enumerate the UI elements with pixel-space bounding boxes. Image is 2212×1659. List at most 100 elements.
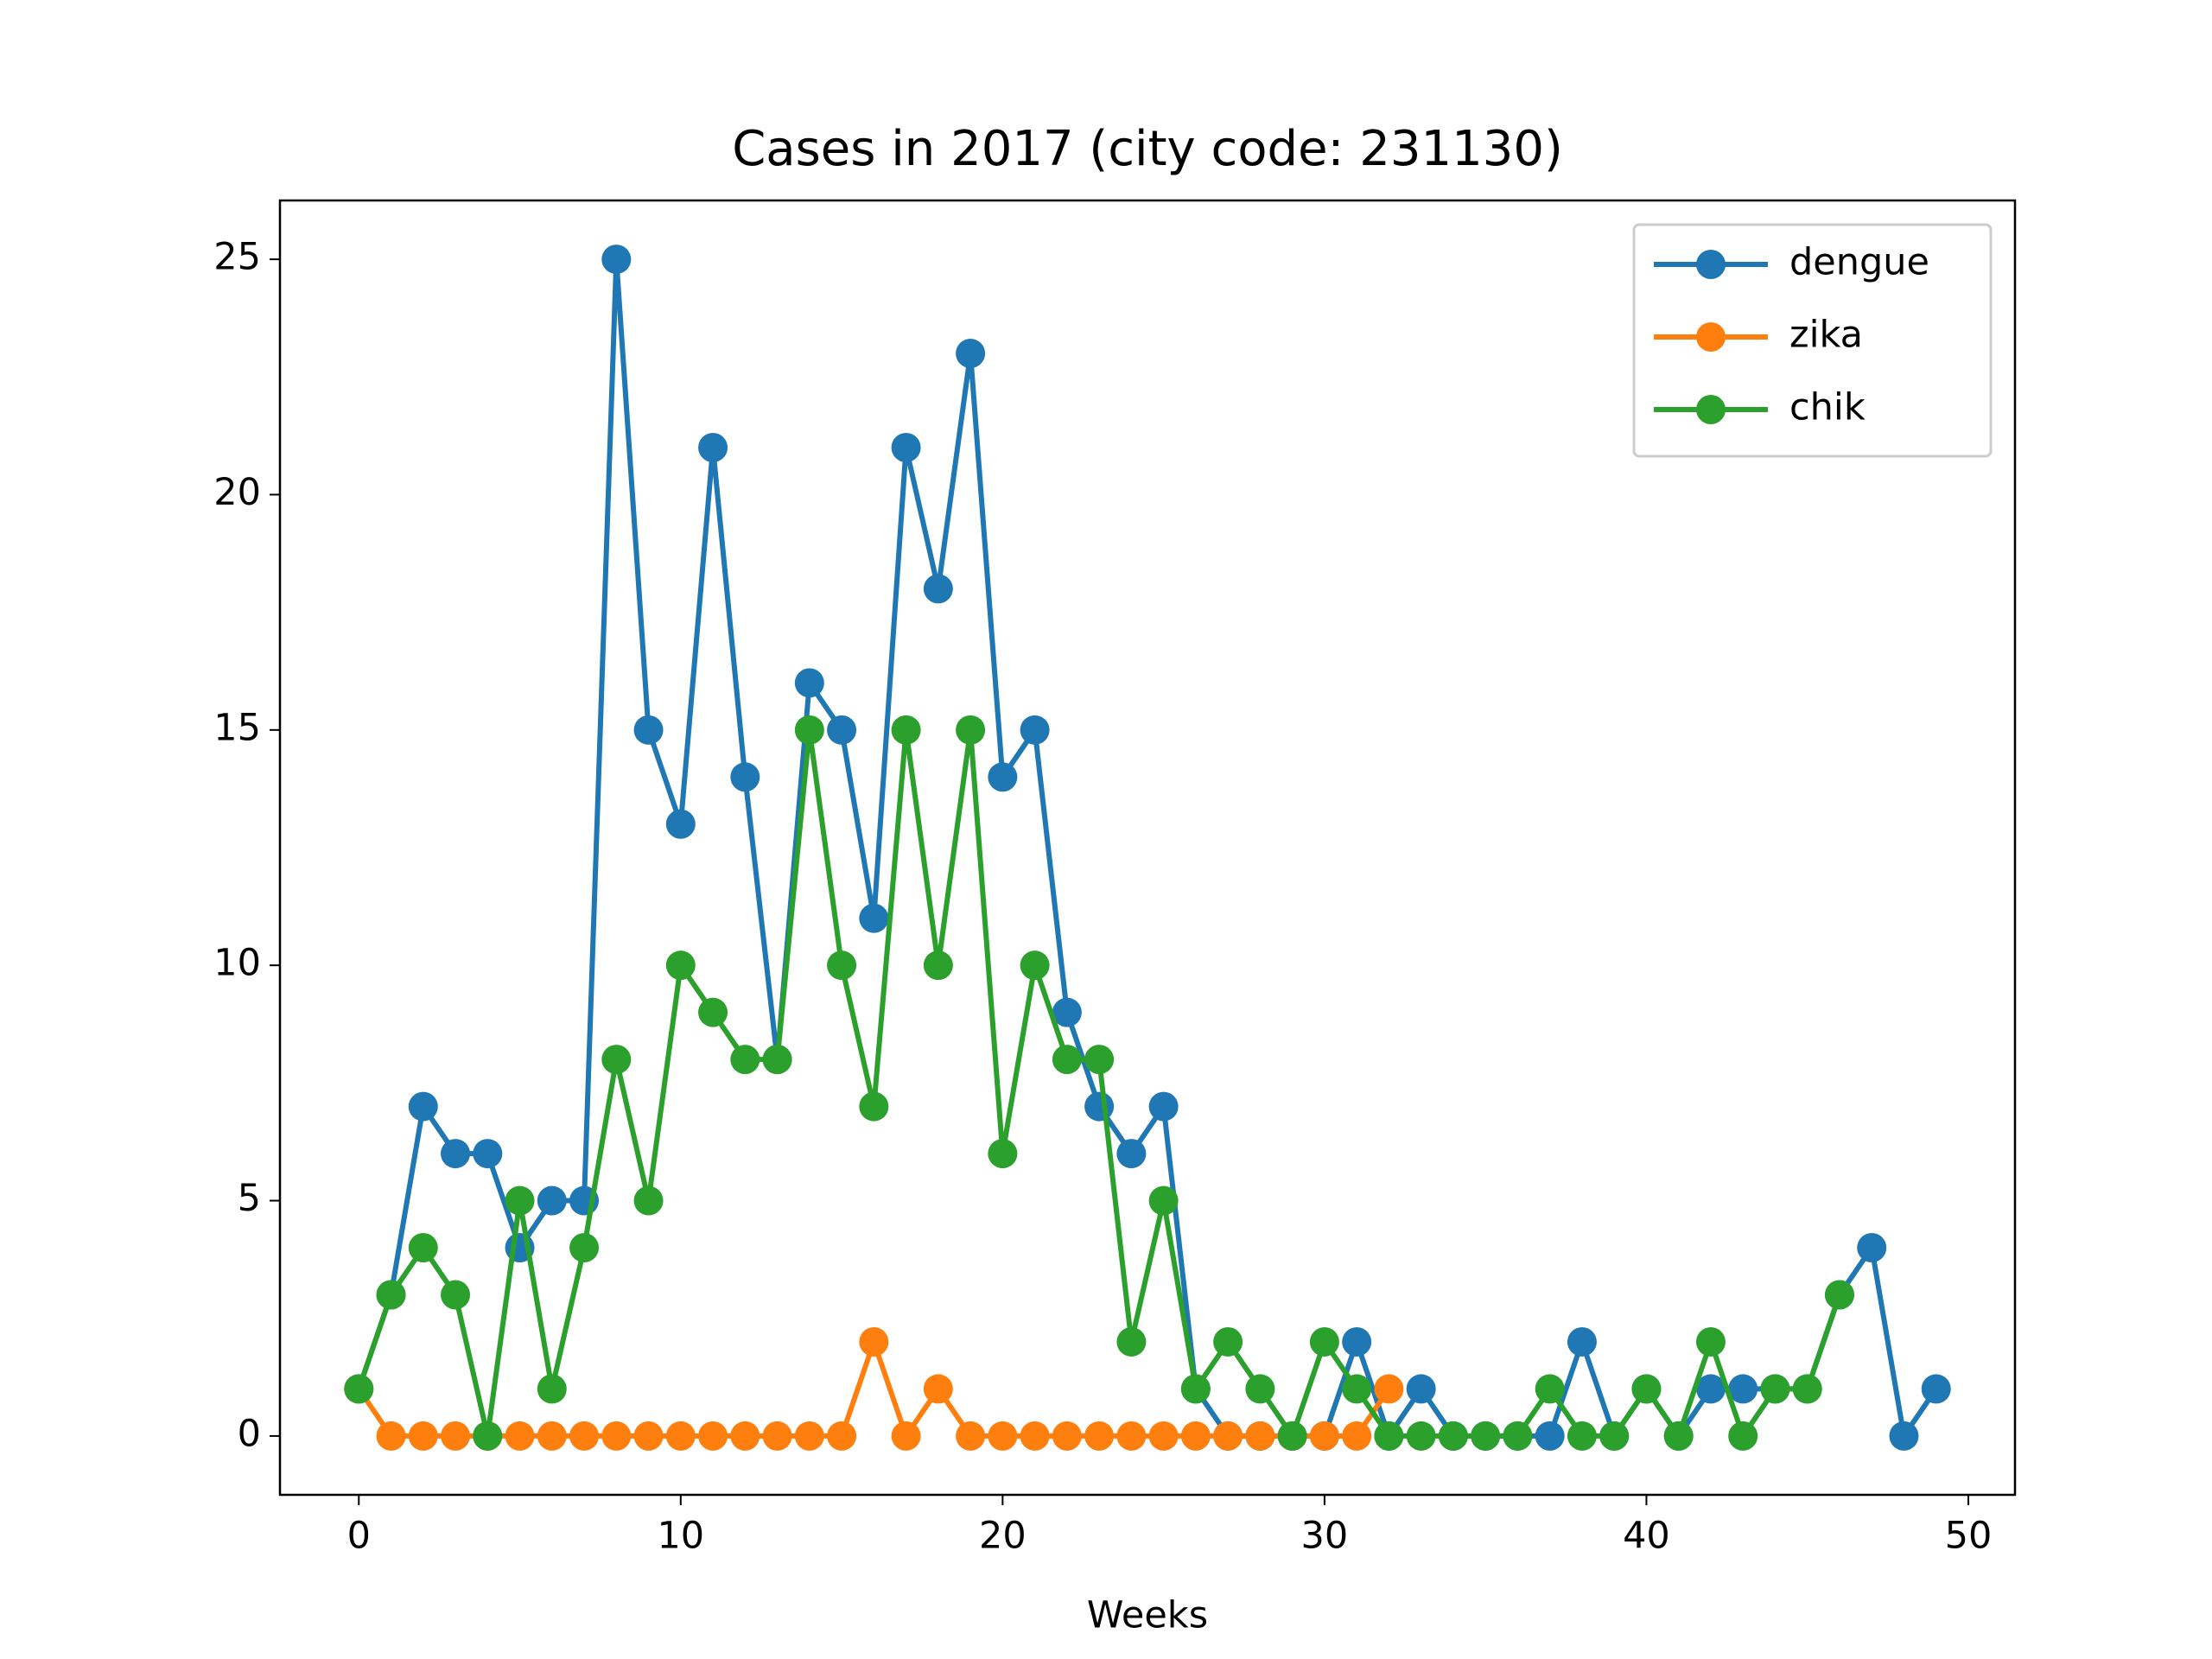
point <box>376 1280 406 1310</box>
point <box>1857 1233 1887 1263</box>
point <box>698 1421 728 1451</box>
point <box>569 1233 600 1263</box>
point <box>1342 1374 1372 1404</box>
point <box>1052 997 1082 1027</box>
point <box>859 1326 889 1357</box>
legend-marker <box>1696 250 1726 279</box>
point <box>1728 1421 1758 1451</box>
legend-label: dengue <box>1789 241 1929 284</box>
point <box>1535 1374 1565 1404</box>
point <box>1535 1421 1565 1451</box>
point <box>1728 1374 1758 1404</box>
point <box>1180 1421 1211 1451</box>
line <box>356 727 1842 1439</box>
point <box>794 668 824 698</box>
legend-label: zika <box>1789 314 1863 357</box>
point <box>1374 1421 1404 1451</box>
point <box>408 1091 438 1122</box>
point <box>601 245 632 275</box>
point <box>988 1421 1018 1451</box>
point <box>1116 1326 1147 1357</box>
point <box>633 1421 664 1451</box>
point <box>1116 1421 1147 1451</box>
point <box>956 715 986 745</box>
point <box>1921 1374 1951 1404</box>
point <box>1277 1421 1307 1451</box>
point <box>1148 1421 1179 1451</box>
point <box>956 339 986 369</box>
point <box>569 1421 600 1451</box>
x-tick-label: 0 <box>347 1515 371 1558</box>
x-tick-label: 10 <box>657 1515 704 1558</box>
series <box>344 1326 1404 1451</box>
point <box>891 432 921 462</box>
point <box>441 1280 471 1310</box>
point <box>762 1421 792 1451</box>
point <box>1084 1421 1115 1451</box>
chart-title: Cases in 2017 (city code: 231130) <box>732 121 1563 177</box>
point <box>1438 1421 1468 1451</box>
point <box>441 1421 471 1451</box>
y-tick-label: 20 <box>213 471 261 514</box>
point <box>1760 1374 1790 1404</box>
legend-marker <box>1696 395 1726 424</box>
point <box>1599 1421 1630 1451</box>
point <box>1567 1326 1597 1357</box>
point <box>537 1185 567 1216</box>
point <box>923 574 953 604</box>
point <box>1792 1374 1822 1404</box>
point <box>633 715 664 745</box>
point <box>1020 950 1050 981</box>
point <box>794 1421 824 1451</box>
point <box>698 432 728 462</box>
point <box>827 950 857 981</box>
point <box>1471 1421 1501 1451</box>
point <box>1824 1280 1854 1310</box>
point <box>1116 1139 1147 1169</box>
point <box>956 1421 986 1451</box>
point <box>1695 1326 1726 1357</box>
point <box>505 1185 535 1216</box>
point <box>1180 1374 1211 1404</box>
point <box>537 1374 567 1404</box>
point <box>665 809 696 839</box>
point <box>1406 1421 1436 1451</box>
point <box>408 1233 438 1263</box>
point <box>633 1185 664 1216</box>
point <box>1309 1326 1339 1357</box>
series <box>344 715 1854 1451</box>
point <box>1342 1326 1372 1357</box>
point <box>1663 1421 1694 1451</box>
point <box>730 1045 760 1075</box>
point <box>923 950 953 981</box>
point <box>988 762 1018 792</box>
legend-box <box>1632 223 1993 458</box>
point <box>730 762 760 792</box>
point <box>537 1421 567 1451</box>
point <box>762 1045 792 1075</box>
point <box>1406 1374 1436 1404</box>
point <box>1374 1374 1404 1404</box>
point <box>859 903 889 933</box>
point <box>988 1139 1018 1169</box>
point <box>1020 1421 1050 1451</box>
point <box>601 1421 632 1451</box>
point <box>665 1421 696 1451</box>
point <box>794 715 824 745</box>
point <box>1889 1421 1919 1451</box>
point <box>1020 715 1050 745</box>
x-tick-label: 40 <box>1623 1515 1670 1558</box>
x-tick-label: 30 <box>1301 1515 1349 1558</box>
point <box>376 1421 406 1451</box>
point <box>665 950 696 981</box>
point <box>698 997 728 1027</box>
point <box>505 1421 535 1451</box>
x-tick-label: 20 <box>979 1515 1027 1558</box>
point <box>1567 1421 1597 1451</box>
point <box>1695 1374 1726 1404</box>
legend-label: chik <box>1789 386 1866 429</box>
point <box>344 1374 374 1404</box>
point <box>1148 1091 1179 1122</box>
point <box>859 1091 889 1122</box>
